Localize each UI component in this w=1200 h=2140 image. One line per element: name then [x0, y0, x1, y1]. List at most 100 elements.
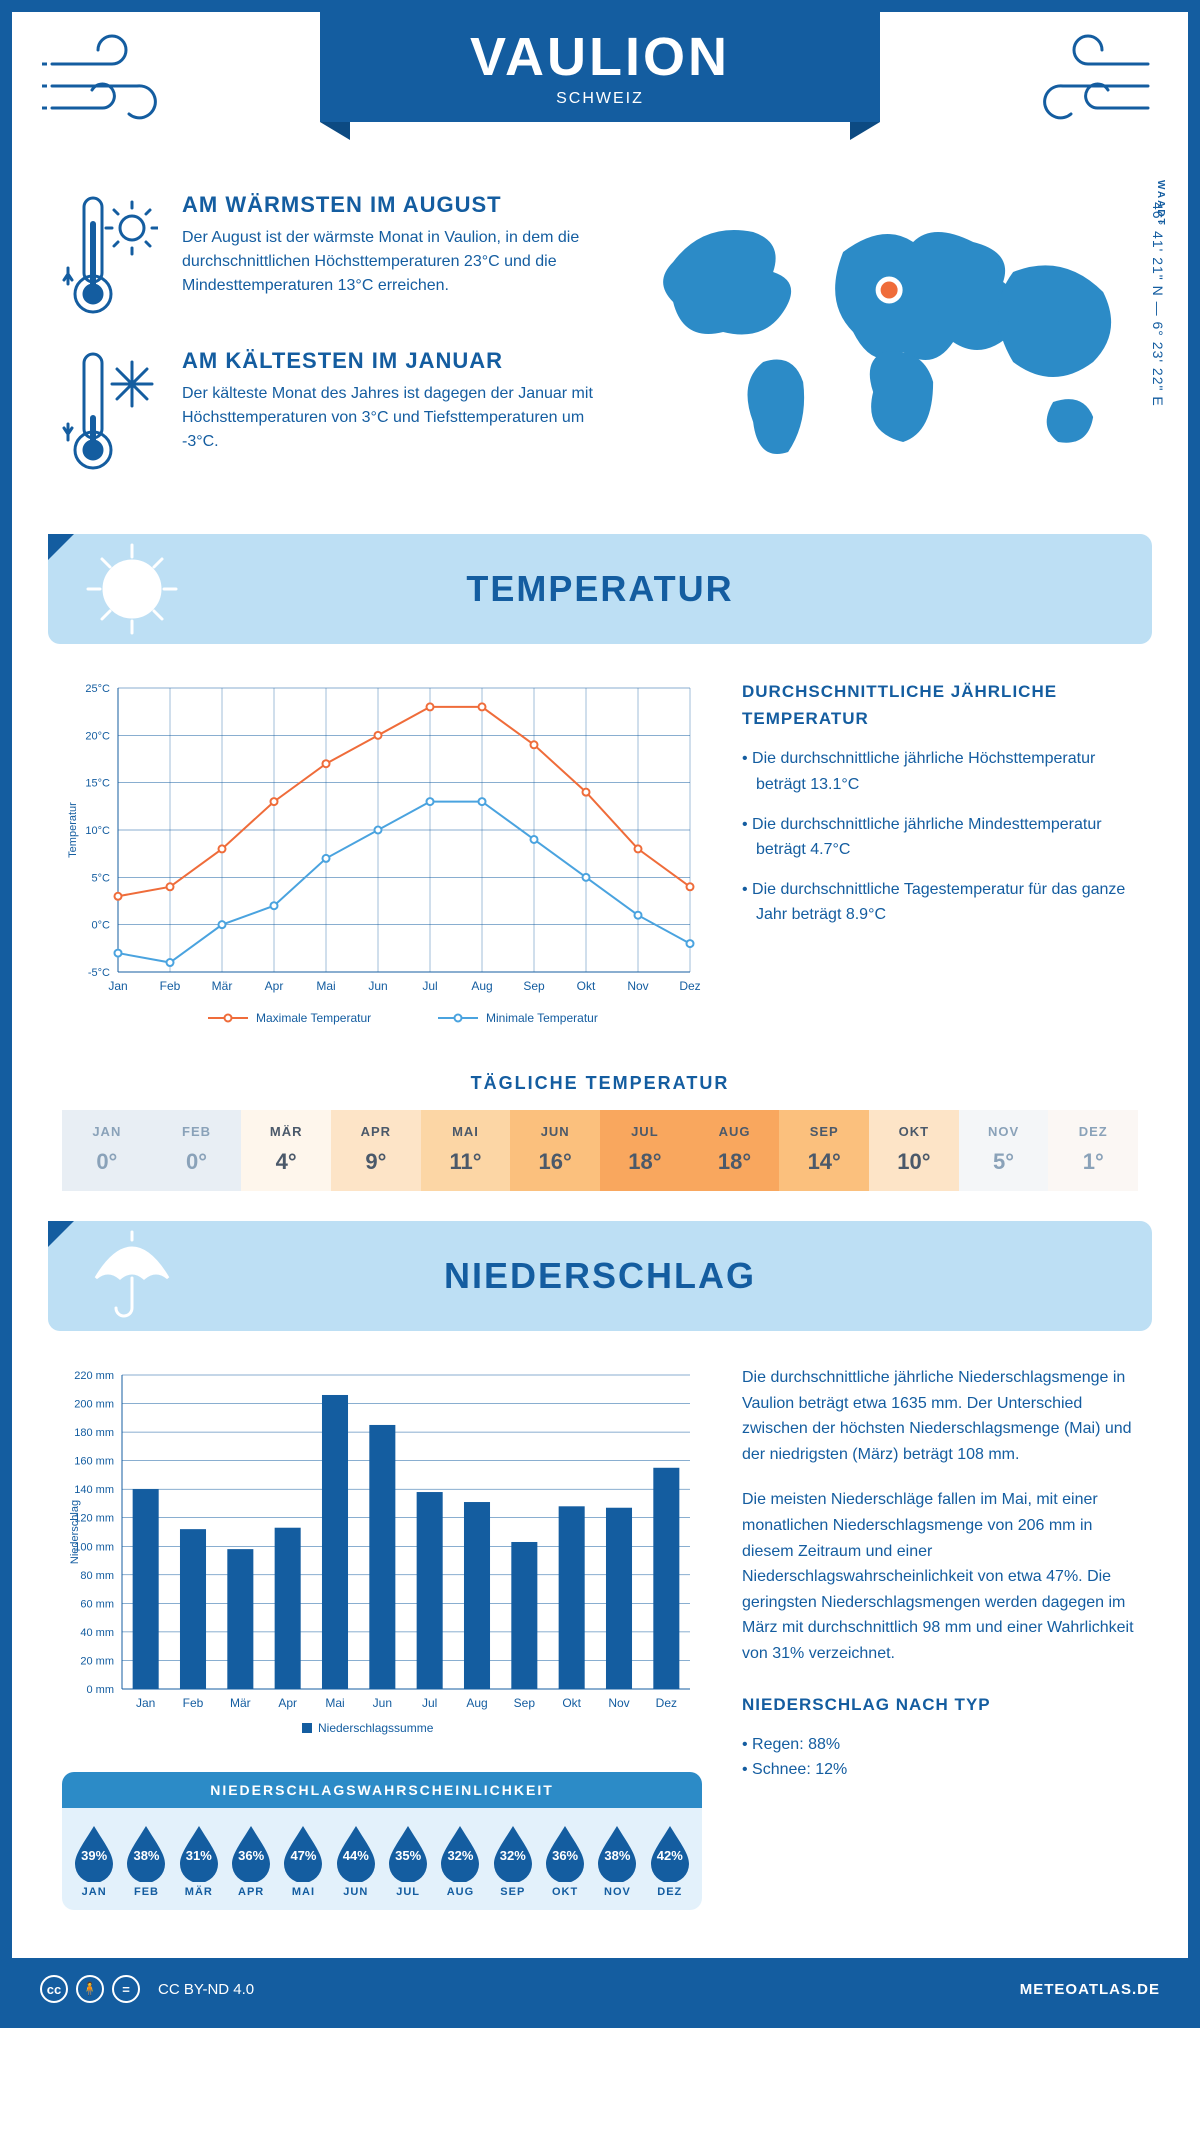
precip-type-title: NIEDERSCHLAG NACH TYP: [742, 1691, 1138, 1718]
warmest-block: AM WÄRMSTEN IM AUGUST Der August ist der…: [62, 192, 598, 322]
daily-temp-table: JAN0°FEB0°MÄR4°APR9°MAI11°JUN16°JUL18°AU…: [62, 1110, 1138, 1191]
probability-cell: 31%MÄR: [175, 1824, 223, 1898]
svg-text:5°C: 5°C: [92, 872, 111, 884]
precip-type-bullet: • Regen: 88%: [742, 1732, 1138, 1758]
temperature-line-chart: -5°C0°C5°C10°C15°C20°C25°CJanFebMärAprMa…: [62, 678, 702, 1038]
svg-text:Sep: Sep: [523, 979, 545, 993]
svg-text:Mai: Mai: [316, 979, 335, 993]
wind-icon: [42, 34, 182, 134]
probability-panel: NIEDERSCHLAGSWAHRSCHEINLICHKEIT 39%JAN38…: [62, 1772, 702, 1910]
svg-text:15°C: 15°C: [85, 778, 110, 790]
temp-side-title: DURCHSCHNITTLICHE JÄHRLICHE TEMPERATUR: [742, 678, 1138, 732]
svg-text:Feb: Feb: [160, 979, 181, 993]
svg-text:200 mm: 200 mm: [74, 1399, 114, 1411]
wind-icon: [1018, 34, 1158, 134]
svg-text:180 mm: 180 mm: [74, 1427, 114, 1439]
precipitation-bar-chart: 0 mm20 mm40 mm60 mm80 mm100 mm120 mm140 …: [62, 1365, 702, 1745]
probability-cell: 38%NOV: [593, 1824, 641, 1898]
precip-section-banner: NIEDERSCHLAG: [48, 1221, 1152, 1331]
probability-cell: 32%SEP: [489, 1824, 537, 1898]
nd-icon: =: [112, 1975, 140, 2003]
title-banner: VAULION SCHWEIZ: [320, 12, 880, 122]
svg-text:Jul: Jul: [422, 1696, 437, 1710]
probability-cell: 35%JUL: [384, 1824, 432, 1898]
thermometer-hot-icon: [62, 192, 158, 322]
probability-cell: 42%DEZ: [646, 1824, 694, 1898]
coldest-block: AM KÄLTESTEN IM JANUAR Der kälteste Mona…: [62, 348, 598, 478]
daily-cell: SEP14°: [779, 1110, 869, 1191]
daily-cell: FEB0°: [152, 1110, 242, 1191]
temp-bullet: • Die durchschnittliche Tagestemperatur …: [742, 877, 1138, 928]
daily-cell: MAI11°: [421, 1110, 511, 1191]
svg-text:Maximale Temperatur: Maximale Temperatur: [256, 1011, 371, 1025]
svg-text:Minimale Temperatur: Minimale Temperatur: [486, 1011, 598, 1025]
daily-cell: NOV5°: [959, 1110, 1049, 1191]
svg-text:Mai: Mai: [325, 1696, 344, 1710]
svg-text:Nov: Nov: [627, 979, 648, 993]
by-icon: 🧍: [76, 1975, 104, 2003]
svg-text:10°C: 10°C: [85, 825, 110, 837]
temp-side-text: DURCHSCHNITTLICHE JÄHRLICHE TEMPERATUR •…: [742, 678, 1138, 1043]
probability-cell: 36%OKT: [541, 1824, 589, 1898]
svg-text:160 mm: 160 mm: [74, 1456, 114, 1468]
probability-cell: 44%JUN: [332, 1824, 380, 1898]
header: VAULION SCHWEIZ: [12, 12, 1188, 182]
svg-text:140 mm: 140 mm: [74, 1484, 114, 1496]
daily-cell: MÄR4°: [241, 1110, 331, 1191]
svg-text:60 mm: 60 mm: [80, 1598, 114, 1610]
daily-title: TÄGLICHE TEMPERATUR: [12, 1073, 1188, 1094]
temp-section-title: TEMPERATUR: [466, 568, 733, 610]
svg-text:Sep: Sep: [514, 1696, 536, 1710]
daily-cell: DEZ1°: [1048, 1110, 1138, 1191]
probability-cell: 47%MAI: [279, 1824, 327, 1898]
svg-text:80 mm: 80 mm: [80, 1570, 114, 1582]
coords-label: 46° 41' 21" N — 6° 23' 22" E: [1150, 202, 1166, 407]
temp-section-banner: TEMPERATUR: [48, 534, 1152, 644]
svg-text:Jan: Jan: [108, 979, 127, 993]
daily-cell: OKT10°: [869, 1110, 959, 1191]
temp-bullet: • Die durchschnittliche jährliche Höchst…: [742, 746, 1138, 797]
svg-text:Niederschlagssumme: Niederschlagssumme: [318, 1721, 434, 1735]
svg-text:Temperatur: Temperatur: [67, 802, 79, 858]
daily-cell: JUN16°: [510, 1110, 600, 1191]
svg-text:Jun: Jun: [368, 979, 387, 993]
svg-text:Feb: Feb: [183, 1696, 204, 1710]
probability-cell: 36%APR: [227, 1824, 275, 1898]
daily-cell: JUL18°: [600, 1110, 690, 1191]
svg-text:Aug: Aug: [466, 1696, 487, 1710]
world-map: WAADT 46° 41' 21" N — 6° 23' 22" E: [628, 192, 1138, 504]
temp-bullet: • Die durchschnittliche jährliche Mindes…: [742, 812, 1138, 863]
umbrella-icon: [82, 1226, 182, 1326]
precip-section-title: NIEDERSCHLAG: [444, 1255, 756, 1297]
daily-cell: APR9°: [331, 1110, 421, 1191]
svg-text:Niederschlag: Niederschlag: [69, 1500, 81, 1564]
svg-text:Apr: Apr: [265, 979, 284, 993]
city-name: VAULION: [320, 30, 880, 84]
coldest-title: AM KÄLTESTEN IM JANUAR: [182, 348, 598, 374]
svg-text:Jun: Jun: [373, 1696, 392, 1710]
country-name: SCHWEIZ: [320, 90, 880, 108]
warmest-text: Der August ist der wärmste Monat in Vaul…: [182, 226, 598, 298]
probability-title: NIEDERSCHLAGSWAHRSCHEINLICHKEIT: [62, 1772, 702, 1808]
thermometer-cold-icon: [62, 348, 158, 478]
svg-text:20 mm: 20 mm: [80, 1655, 114, 1667]
svg-text:Apr: Apr: [278, 1696, 297, 1710]
location-marker: [878, 279, 900, 301]
svg-text:20°C: 20°C: [85, 730, 110, 742]
cc-icon: cc: [40, 1975, 68, 2003]
daily-cell: AUG18°: [690, 1110, 780, 1191]
svg-text:Mär: Mär: [212, 979, 233, 993]
probability-cell: 39%JAN: [70, 1824, 118, 1898]
svg-text:Nov: Nov: [608, 1696, 629, 1710]
svg-text:Jul: Jul: [422, 979, 437, 993]
license-text: CC BY-ND 4.0: [158, 1981, 254, 1998]
svg-text:Jan: Jan: [136, 1696, 155, 1710]
footer: cc 🧍 = CC BY-ND 4.0 METEOATLAS.DE: [12, 1962, 1188, 2016]
svg-text:Okt: Okt: [562, 1696, 581, 1710]
sun-icon: [82, 539, 182, 639]
precip-para: Die durchschnittliche jährliche Niedersc…: [742, 1365, 1138, 1467]
probability-cell: 38%FEB: [122, 1824, 170, 1898]
svg-text:220 mm: 220 mm: [74, 1370, 114, 1382]
svg-text:Dez: Dez: [679, 979, 700, 993]
svg-text:Mär: Mär: [230, 1696, 251, 1710]
